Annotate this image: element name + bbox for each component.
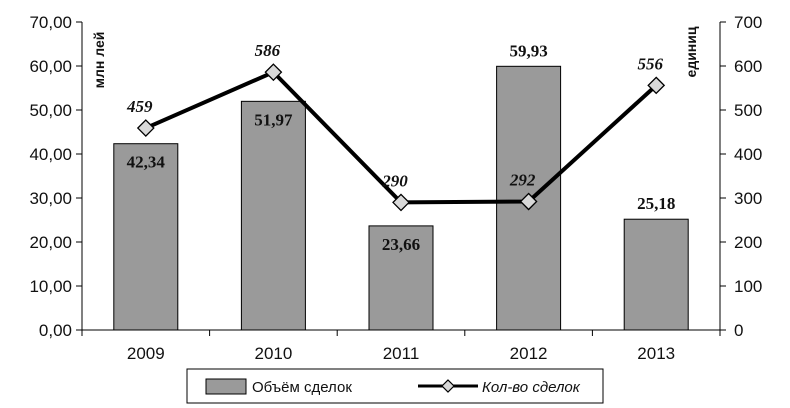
right-axis-ticks: 0 100 200 300 400 500 600 700 xyxy=(720,13,762,340)
left-tick-label: 60,00 xyxy=(29,57,72,76)
left-tick-label: 70,00 xyxy=(29,13,72,32)
bar xyxy=(240,100,306,331)
bar-value-label: 23,66 xyxy=(382,235,420,254)
legend-line-label: Кол-во сделок xyxy=(482,379,581,396)
x-tick-label: 2009 xyxy=(127,344,165,363)
legend-bar-label: Объём сделок xyxy=(252,379,352,396)
bar xyxy=(623,218,689,331)
x-tick-label: 2011 xyxy=(383,344,420,363)
left-tick-label: 0,00 xyxy=(39,321,72,340)
left-axis-title: млн лей xyxy=(91,32,107,89)
right-tick-label: 400 xyxy=(734,145,762,164)
line-value-label: 459 xyxy=(126,97,153,116)
legend-bar-swatch xyxy=(205,378,247,395)
line-point xyxy=(392,193,410,212)
right-tick-label: 100 xyxy=(734,277,762,296)
right-tick-label: 600 xyxy=(734,57,762,76)
line-point xyxy=(647,76,666,95)
left-tick-label: 20,00 xyxy=(29,233,72,252)
bar xyxy=(113,143,179,331)
bar-value-label: 51,97 xyxy=(254,110,293,129)
left-tick-label: 10,00 xyxy=(29,277,72,296)
bar-value-label: 59,93 xyxy=(509,41,547,60)
line-series: 459 586 290 292 556 xyxy=(126,41,666,212)
x-axis-ticks: 2009 2010 2011 2012 2013 xyxy=(81,330,721,363)
line-value-label: 290 xyxy=(381,171,408,190)
x-tick-label: 2012 xyxy=(510,344,548,363)
right-axis-title: единиц xyxy=(683,26,699,77)
line-value-label: 292 xyxy=(509,171,536,190)
left-tick-label: 30,00 xyxy=(29,189,72,208)
right-tick-label: 500 xyxy=(734,101,762,120)
line-value-label: 556 xyxy=(637,54,663,73)
legend: Объём сделок Кол-во сделок xyxy=(186,368,604,404)
left-axis-ticks: 0,00 10,00 20,00 30,00 40,00 50,00 60,00 70,00 xyxy=(29,13,82,340)
right-tick-label: 300 xyxy=(734,189,762,208)
line-point xyxy=(264,63,283,82)
line-point xyxy=(519,192,538,211)
left-tick-label: 50,00 xyxy=(29,101,72,120)
x-tick-label: 2010 xyxy=(254,344,292,363)
bar-value-label: 42,34 xyxy=(127,153,166,172)
legend-box xyxy=(186,368,604,404)
right-tick-label: 0 xyxy=(734,321,743,340)
line-point xyxy=(136,119,155,137)
right-tick-label: 200 xyxy=(734,233,762,252)
right-tick-label: 700 xyxy=(734,13,762,32)
left-tick-label: 40,00 xyxy=(29,145,72,164)
legend-diamond-marker xyxy=(441,379,455,393)
x-tick-label: 2013 xyxy=(637,344,675,363)
line-value-label: 586 xyxy=(255,41,281,60)
bar-value-label: 25,18 xyxy=(637,194,675,213)
